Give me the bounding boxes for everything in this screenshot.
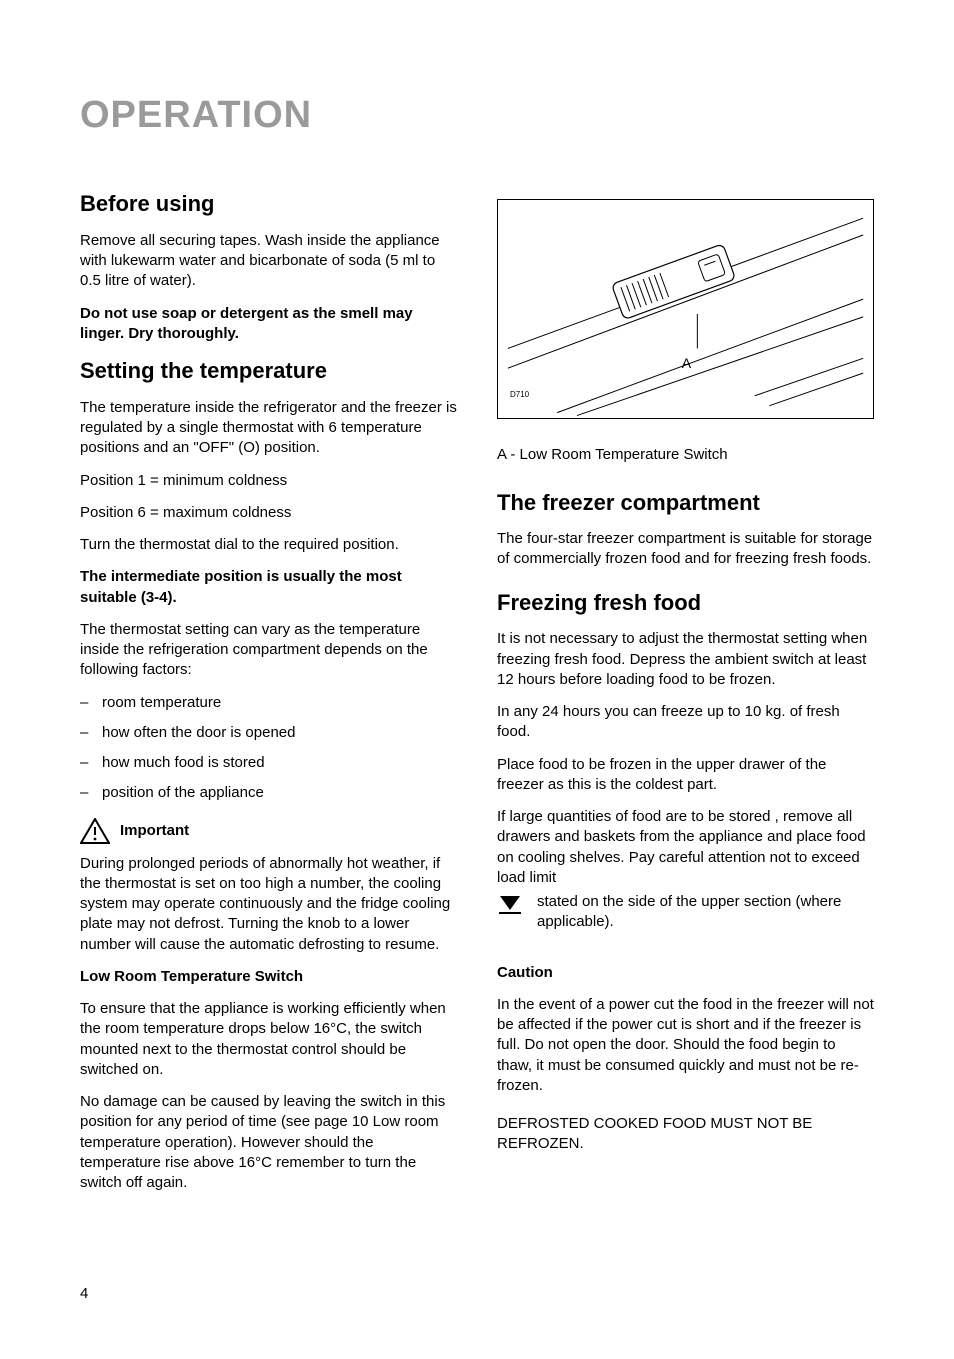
para-set-4: Turn the thermostat dial to the required…	[80, 535, 457, 555]
list-item: how much food is stored	[80, 753, 457, 773]
diagram-code: D710	[510, 390, 529, 401]
para-frz-1: The four-star freezer compartment is sui…	[497, 529, 874, 570]
important-callout: Important	[80, 818, 457, 844]
diagram-caption: A - Low Room Temperature Switch	[497, 445, 874, 465]
warning-triangle-icon	[80, 818, 110, 844]
left-column: Before using Remove all securing tapes. …	[80, 181, 457, 1205]
heading-caution: Caution	[497, 963, 874, 983]
heading-before-using: Before using	[80, 189, 457, 219]
para-ff-3: Place food to be frozen in the upper dra…	[497, 755, 874, 796]
list-item: position of the appliance	[80, 783, 457, 803]
important-label: Important	[120, 821, 189, 841]
list-item: how often the door is opened	[80, 723, 457, 743]
content-columns: Before using Remove all securing tapes. …	[80, 181, 874, 1205]
para-set-3: Position 6 = maximum coldness	[80, 503, 457, 523]
page-title: OPERATION	[80, 90, 874, 141]
diagram-svg	[498, 200, 873, 418]
para-c-1: In the event of a power cut the food in …	[497, 995, 874, 1096]
para-ff-5: stated on the side of the upper section …	[537, 892, 874, 933]
factor-list: room temperature how often the door is o…	[80, 693, 457, 804]
para-set-1: The temperature inside the refrigerator …	[80, 398, 457, 459]
para-set-6: The thermostat setting can vary as the t…	[80, 620, 457, 681]
page-number: 4	[80, 1284, 88, 1304]
diagram-label-a: A	[682, 354, 691, 373]
right-column: A D710 A - Low Room Temperature Switch T…	[497, 181, 874, 1205]
heading-freezer-compartment: The freezer compartment	[497, 488, 874, 518]
load-limit-icon	[497, 894, 523, 914]
heading-freezing-fresh: Freezing fresh food	[497, 588, 874, 618]
diagram-switch: A D710	[497, 199, 874, 419]
heading-low-room: Low Room Temperature Switch	[80, 967, 457, 987]
para-c-2: DEFROSTED COOKED FOOD MUST NOT BE REFROZ…	[497, 1114, 874, 1155]
para-ff-4: If large quantities of food are to be st…	[497, 807, 874, 888]
heading-setting-temp: Setting the temperature	[80, 356, 457, 386]
list-item: room temperature	[80, 693, 457, 713]
para-important-1: During prolonged periods of abnormally h…	[80, 854, 457, 955]
para-ff-1: It is not necessary to adjust the thermo…	[497, 629, 874, 690]
para-before-1: Remove all securing tapes. Wash inside t…	[80, 231, 457, 292]
para-before-2: Do not use soap or detergent as the smel…	[80, 304, 457, 345]
para-set-2: Position 1 = minimum coldness	[80, 471, 457, 491]
para-ff-2: In any 24 hours you can freeze up to 10 …	[497, 702, 874, 743]
load-limit-row: stated on the side of the upper section …	[497, 892, 874, 945]
para-set-5: The intermediate position is usually the…	[80, 567, 457, 608]
para-low-2: No damage can be caused by leaving the s…	[80, 1092, 457, 1193]
para-low-1: To ensure that the appliance is working …	[80, 999, 457, 1080]
